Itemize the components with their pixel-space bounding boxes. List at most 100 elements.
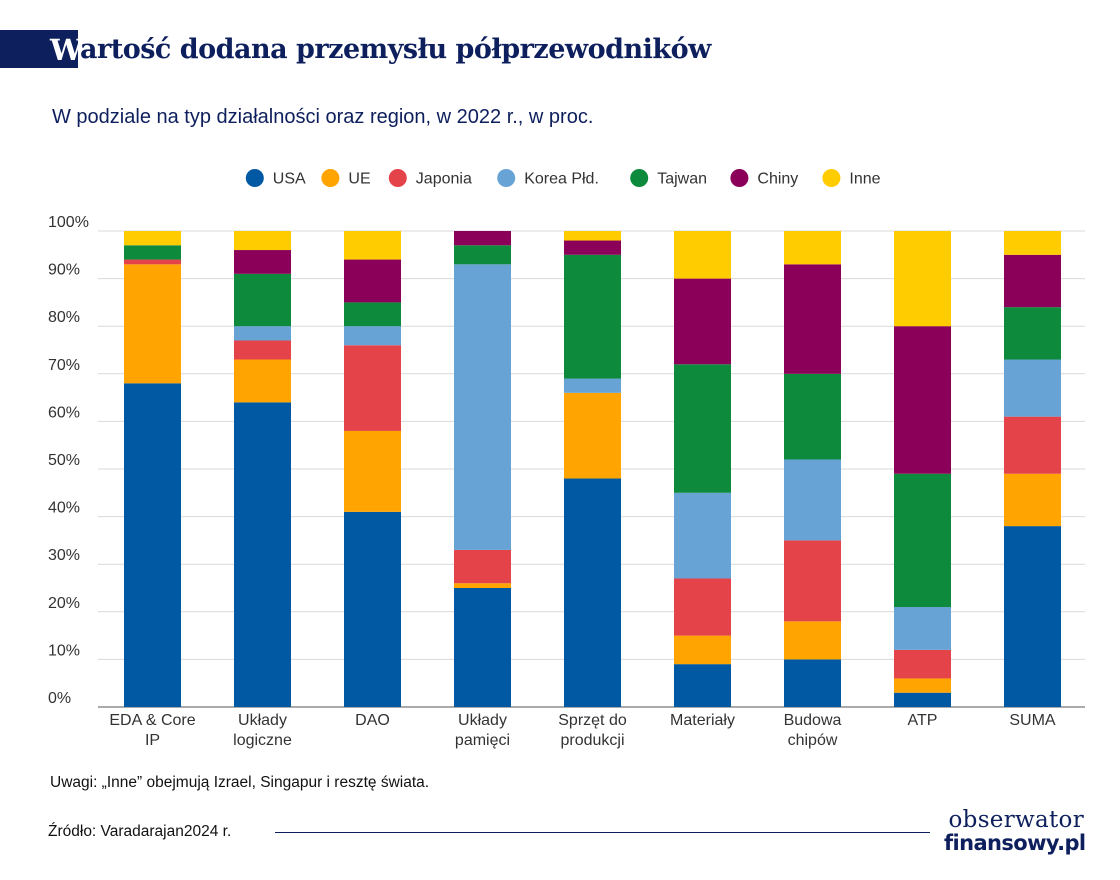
bar-segment — [124, 383, 181, 707]
bar-segment — [674, 578, 731, 636]
chart-note: Uwagi: „Inne” obejmują Izrael, Singapur … — [50, 774, 430, 791]
legend-label: Japonia — [416, 171, 472, 188]
bar-segment — [124, 259, 181, 265]
y-tick-label: 10% — [48, 642, 80, 659]
x-tick-label: ATP — [908, 712, 938, 729]
bar-segment — [894, 607, 951, 650]
x-tick-label: produkcji — [560, 732, 624, 749]
legend-label: Tajwan — [657, 171, 707, 188]
legend-label: Korea Płd. — [524, 171, 599, 188]
bar-segment — [344, 511, 401, 707]
bar-segment — [674, 635, 731, 665]
bar-segment — [674, 664, 731, 707]
y-tick-label: 80% — [48, 309, 80, 326]
bar-segment — [784, 231, 841, 265]
legend-swatch — [630, 169, 649, 187]
bar-segment — [1004, 307, 1061, 360]
x-tick-label: logiczne — [233, 732, 292, 749]
bar-segment — [454, 549, 511, 584]
bar-segment — [564, 392, 621, 479]
y-tick-label: 90% — [48, 262, 80, 279]
source-divider — [275, 832, 930, 833]
bar-segment — [894, 649, 951, 679]
bar-segment — [894, 231, 951, 327]
x-tick-label: EDA & Core — [109, 712, 195, 729]
bar-segment — [784, 459, 841, 541]
bar-segment — [344, 326, 401, 346]
bar-segment — [234, 231, 291, 251]
bar-segment — [1004, 473, 1061, 527]
bar-segment — [564, 231, 621, 241]
header-accent-bar — [0, 30, 50, 68]
title-initial-box — [50, 30, 78, 68]
x-tick-label: pamięci — [455, 732, 510, 749]
title-initial: W — [50, 33, 83, 67]
x-tick-label: SUMA — [1009, 712, 1056, 729]
chart-legend: USA UE Japonia Korea Płd. Tajwan Chiny Inne — [0, 166, 1120, 190]
bar-segment — [344, 430, 401, 512]
y-tick-label: 0% — [48, 690, 71, 707]
bar-segment — [564, 240, 621, 255]
x-tick-label: Układy — [238, 712, 287, 729]
legend-items: USA UE Japonia Korea Płd. Tajwan Chiny Inne — [245, 169, 881, 188]
bar-segment — [784, 264, 841, 374]
bar-segment — [234, 340, 291, 360]
logo-text-bottom: finansowy.pl — [944, 831, 1086, 855]
legend-swatch — [388, 169, 407, 187]
bar-segment — [784, 621, 841, 660]
bar-segment — [234, 273, 291, 327]
bar-segment — [564, 254, 621, 379]
bar-segment — [564, 478, 621, 707]
bar-segment — [674, 231, 731, 279]
bar-segment — [1004, 254, 1061, 308]
bar-segment — [344, 231, 401, 260]
bar-segment — [564, 378, 621, 393]
bar-segment — [454, 583, 511, 588]
y-tick-label: 100% — [48, 214, 89, 231]
bar-segment — [1004, 231, 1061, 255]
x-tick-label: DAO — [355, 712, 390, 729]
bar-segment — [1004, 526, 1061, 707]
x-tick-label: chipów — [788, 732, 838, 749]
bar-segment — [344, 345, 401, 431]
y-tick-label: 50% — [48, 452, 80, 469]
bar-segment — [234, 359, 291, 403]
bar-segment — [344, 302, 401, 327]
x-tick-label: Sprzęt do — [558, 712, 627, 729]
brand-logo: obserwator finansowy.pl — [944, 807, 1086, 858]
bar-segment — [894, 692, 951, 707]
bar-segment — [1004, 359, 1061, 417]
legend-swatch — [245, 169, 264, 187]
bar-segment — [894, 678, 951, 693]
chart-source: Źródło: Varadarajan2024 r. — [48, 823, 232, 840]
bar-segment — [124, 231, 181, 246]
x-tick-label: IP — [145, 732, 160, 749]
legend-label: USA — [273, 171, 306, 188]
bar-segment — [1004, 416, 1061, 474]
bar-segment — [674, 364, 731, 493]
bar-segment — [124, 245, 181, 260]
bar-segment — [454, 231, 511, 246]
bar-segment — [894, 326, 951, 474]
y-tick-label: 60% — [48, 404, 80, 421]
bar-segment — [454, 588, 511, 707]
legend-swatch — [822, 169, 841, 187]
chart-subtitle: W podziale na typ działalności oraz regi… — [52, 106, 594, 128]
page-title: artość dodana przemysłu półprzewodników — [80, 34, 711, 65]
y-tick-label: 70% — [48, 357, 80, 374]
y-tick-label: 20% — [48, 595, 80, 612]
legend-label: Chiny — [757, 171, 798, 188]
bar-segment — [674, 492, 731, 579]
x-tick-label: Budowa — [784, 712, 842, 729]
bar-segment — [234, 402, 291, 707]
bar-segment — [234, 326, 291, 341]
bar-segment — [124, 264, 181, 384]
bar-segment — [784, 373, 841, 460]
legend-label: Inne — [849, 171, 880, 188]
legend-swatch — [497, 169, 516, 187]
logo-text-top: obserwator — [948, 807, 1084, 833]
bar-segment — [454, 264, 511, 550]
bar-segment — [454, 245, 511, 265]
bar-segment — [894, 473, 951, 608]
legend-swatch — [730, 169, 749, 187]
